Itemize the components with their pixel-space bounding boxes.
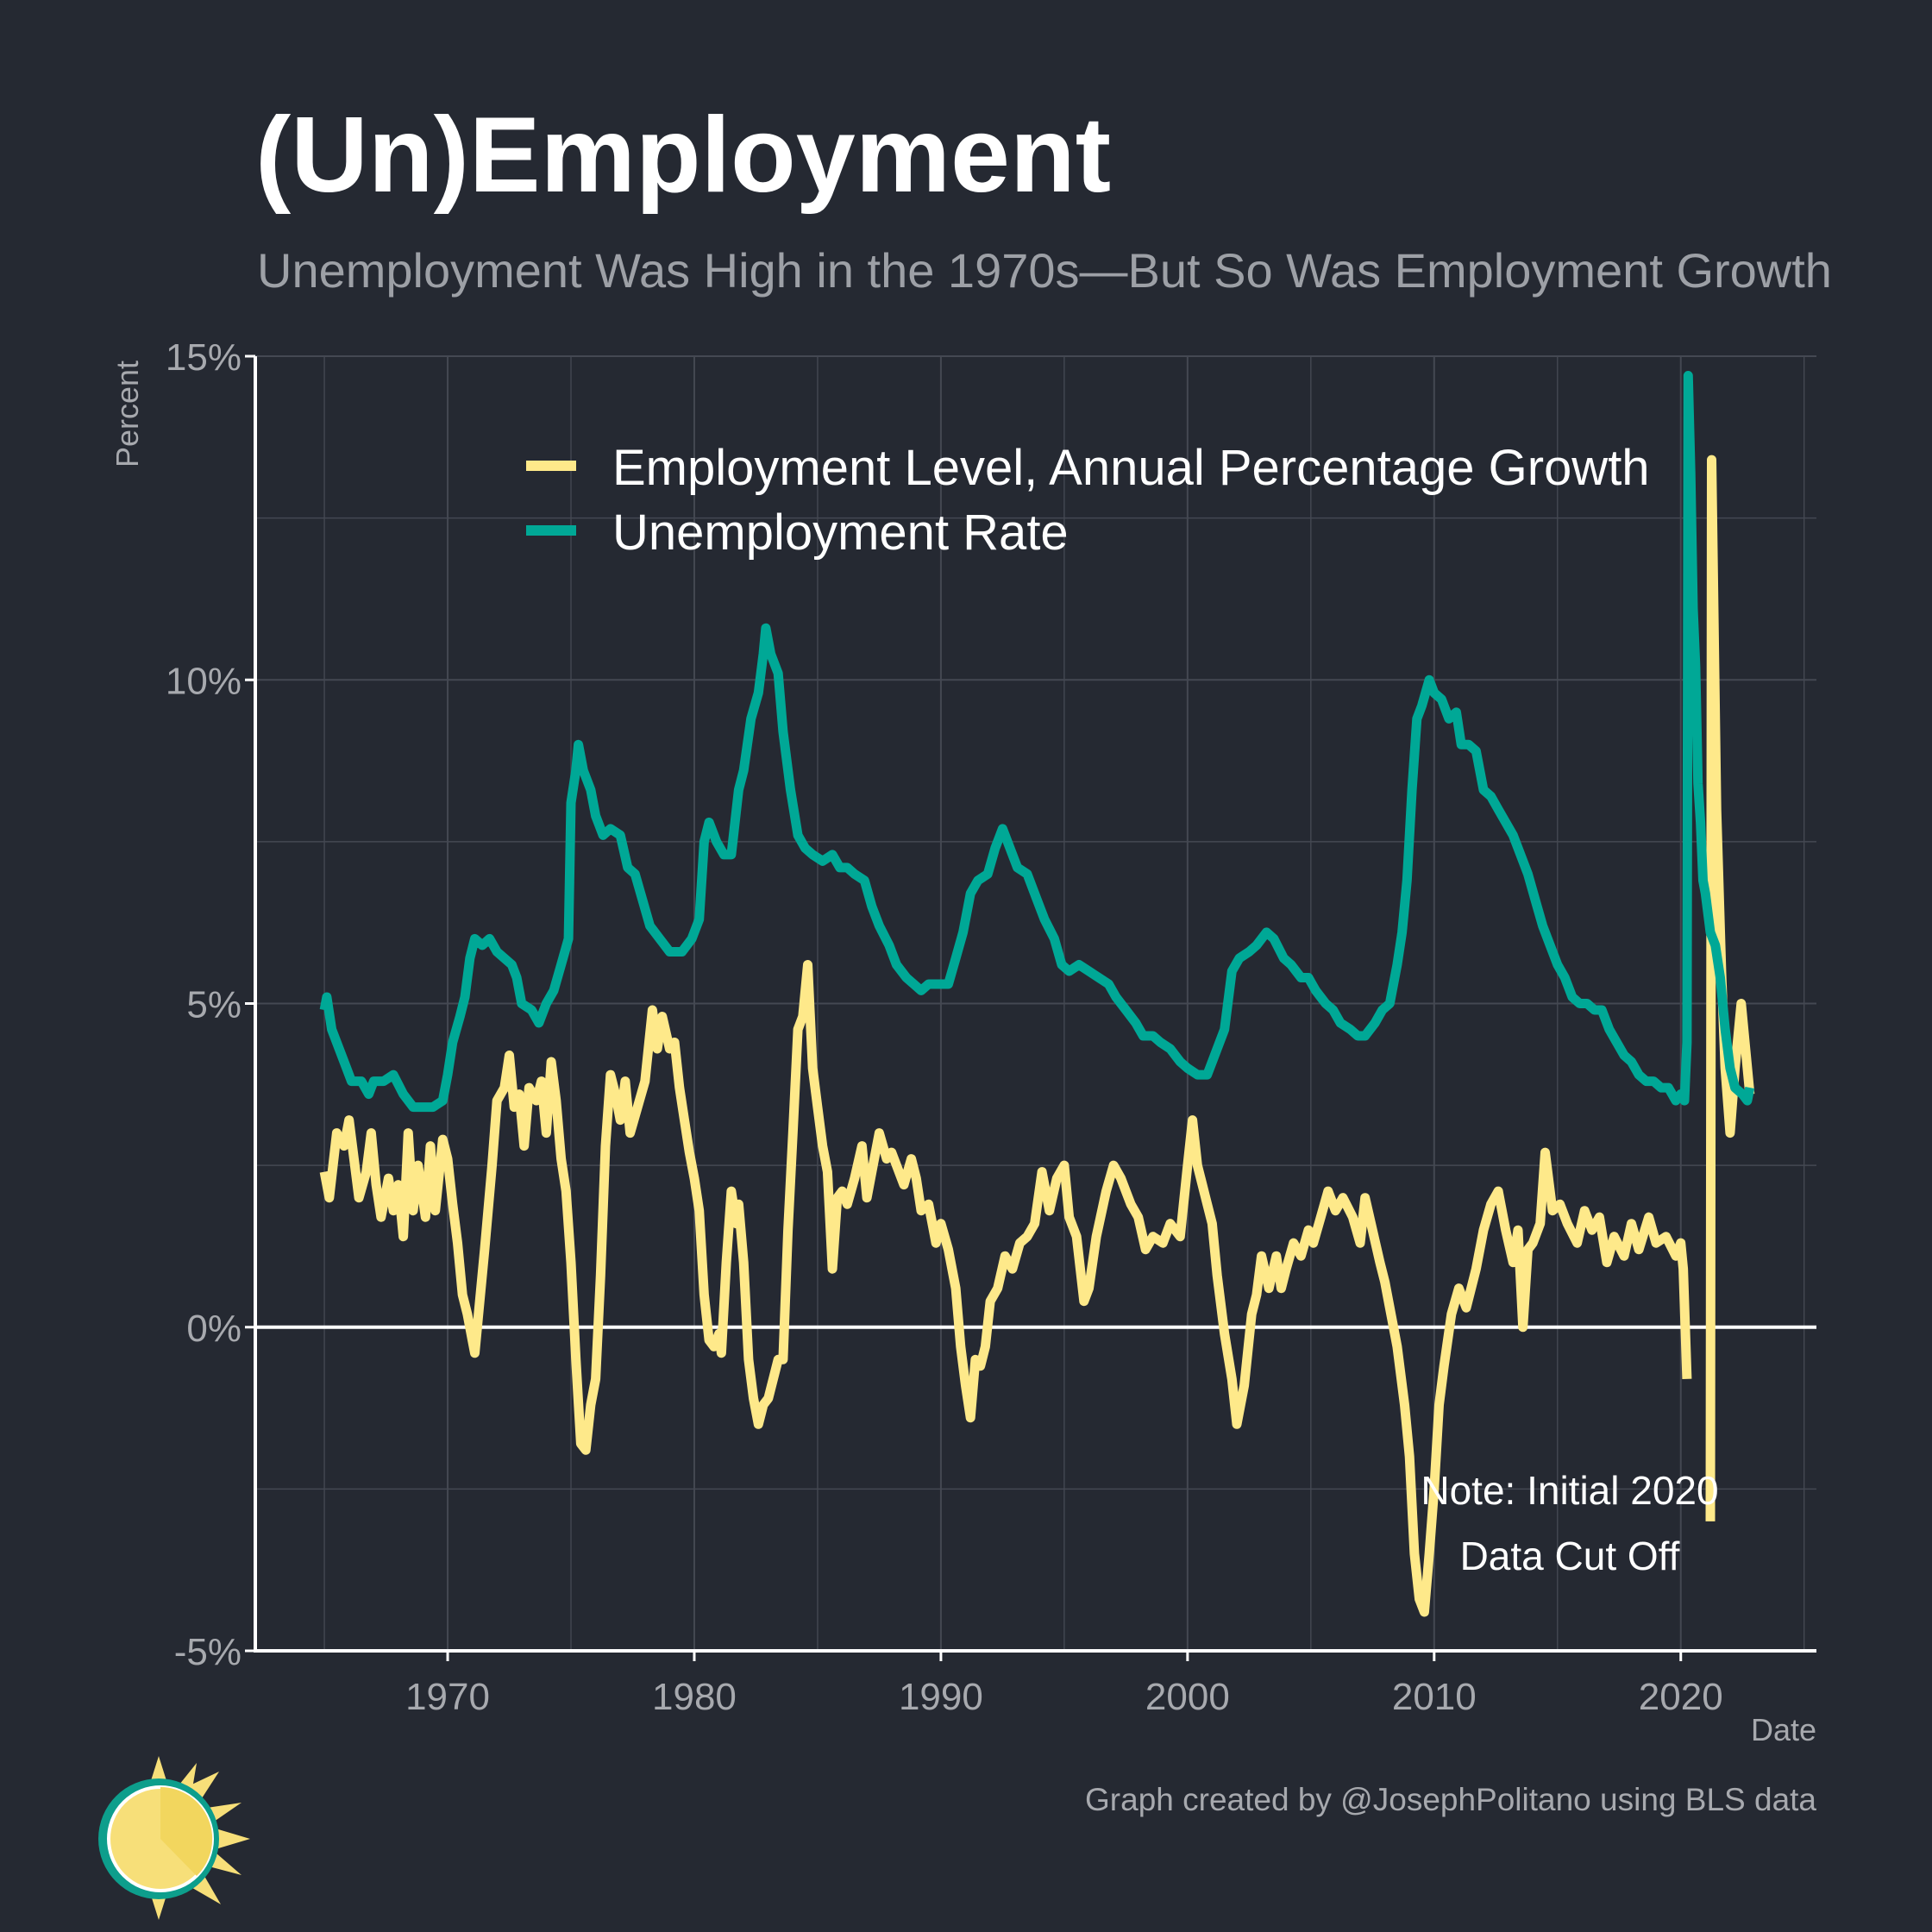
- y-axis-title: Percent: [110, 361, 145, 467]
- y-tick-label: 0%: [186, 1308, 242, 1350]
- y-axis-ticks: -5% 0% 5% 10% 15%: [166, 336, 255, 1673]
- chart-title: (Un)Employment: [255, 96, 1111, 215]
- x-tick-label: 1990: [899, 1676, 983, 1718]
- sun-logo-icon: [98, 1756, 250, 1920]
- source-caption: Graph created by @JosephPolitano using B…: [1085, 1782, 1816, 1817]
- y-tick-label: 5%: [186, 984, 242, 1026]
- series-line-unemployment-rate-2: [319, 371, 1755, 1113]
- x-axis-ticks: 1970 1980 1990 2000 2010 2020: [405, 1651, 1723, 1718]
- chart-note: Note: Initial 2020 Data Cut Off: [1421, 1468, 1718, 1578]
- x-tick-label: 2000: [1145, 1676, 1230, 1718]
- y-tick-label: -5%: [174, 1631, 242, 1673]
- x-axis-title: Date: [1751, 1712, 1816, 1747]
- legend-label-employment-growth: Employment Level, Annual Percentage Grow…: [612, 440, 1650, 496]
- chart-subtitle: Unemployment Was High in the 1970s—But S…: [257, 243, 1832, 298]
- x-tick-label: 2020: [1639, 1676, 1723, 1718]
- x-tick-label: 1980: [652, 1676, 737, 1718]
- x-tick-label: 2010: [1392, 1676, 1477, 1718]
- legend: Employment Level, Annual Percentage Grow…: [526, 440, 1650, 561]
- y-tick-label: 10%: [166, 660, 242, 702]
- y-tick-label: 15%: [166, 336, 242, 379]
- sun-shade: [160, 1786, 213, 1876]
- series-layer: [319, 371, 1755, 1617]
- chart-note-line-1: Note: Initial 2020: [1421, 1468, 1718, 1513]
- x-tick-label: 1970: [405, 1676, 490, 1718]
- chart-note-line-2: Data Cut Off: [1460, 1534, 1680, 1578]
- series-line-employment-level-annual-percentage-growth-0: [319, 960, 1692, 1617]
- legend-label-unemployment-rate: Unemployment Rate: [612, 505, 1069, 561]
- series-line-employment-level-annual-percentage-growth-1: [1705, 455, 1755, 1521]
